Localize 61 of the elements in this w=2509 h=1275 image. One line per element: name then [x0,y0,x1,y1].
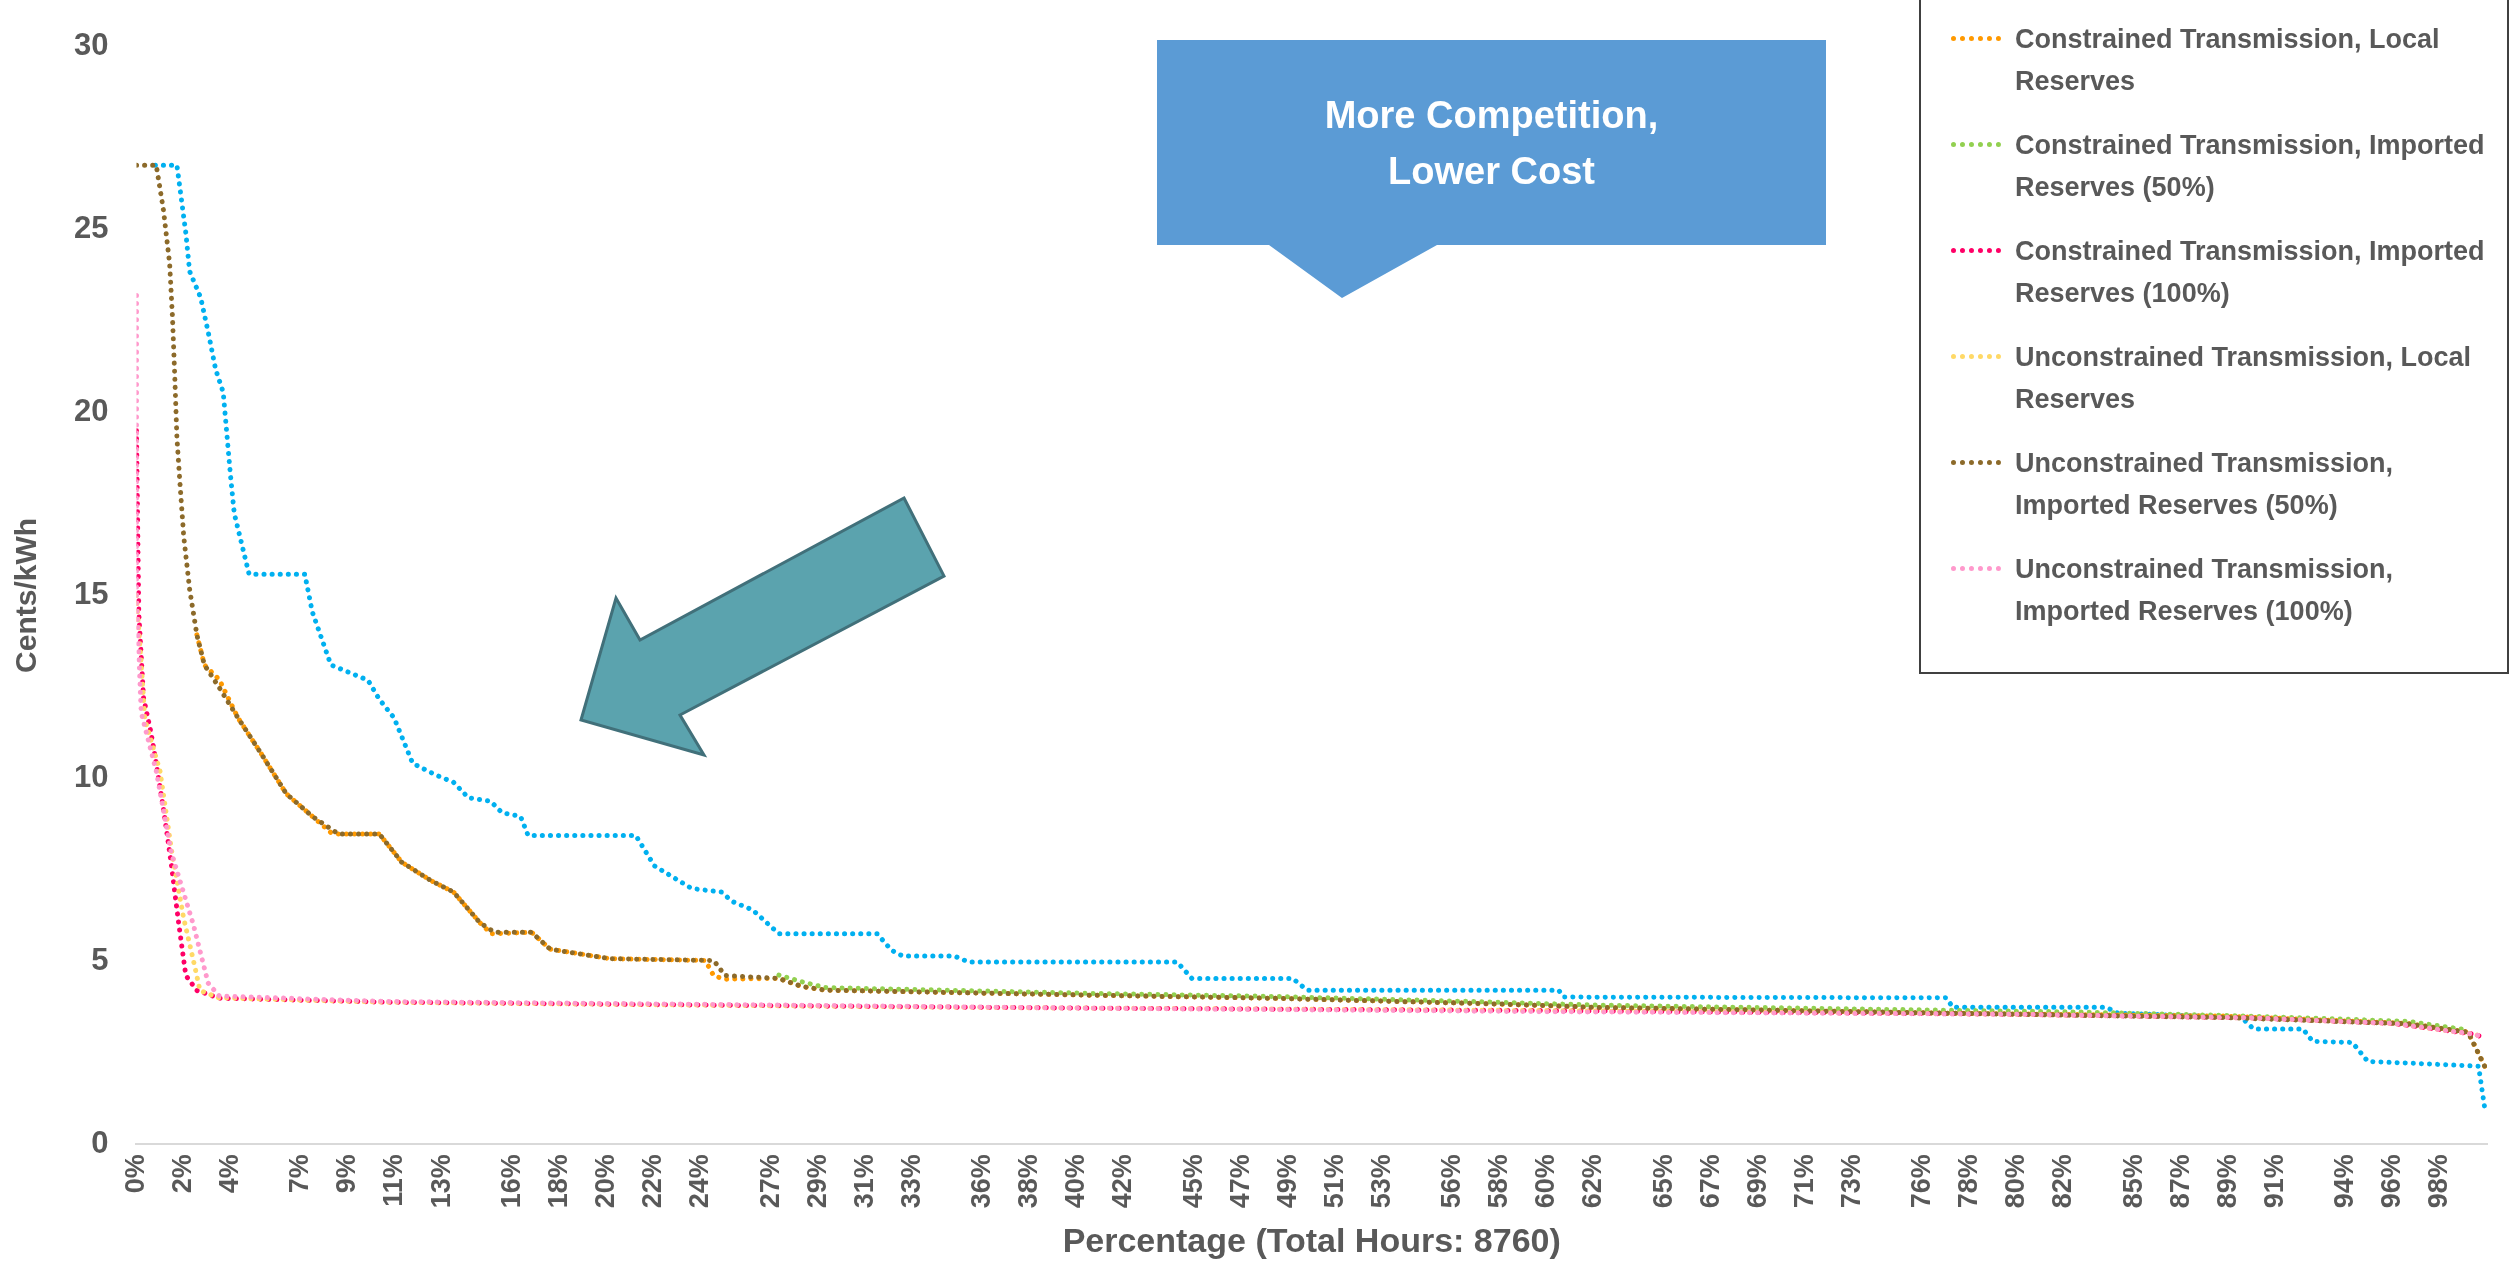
legend-label: Constrained Transmission, Imported Reserves (100%) [2015,235,2486,310]
x-tick-label: 49% [1271,1154,1302,1209]
x-tick-label: 96% [2376,1154,2407,1209]
x-tick-label: 62% [1577,1154,1608,1209]
y-tick-label: 30 [74,27,109,63]
x-tick-label: 7% [284,1154,315,1194]
x-tick-label: 69% [1741,1154,1772,1209]
x-tick-label: 58% [1483,1154,1514,1209]
x-tick-label: 65% [1647,1154,1678,1209]
x-tick-label: 40% [1060,1154,1091,1209]
x-tick-label: 89% [2211,1154,2242,1209]
x-tick-label: 67% [1694,1154,1725,1209]
y-tick-label: 25 [74,210,109,246]
x-tick-label: 76% [1906,1154,1937,1209]
x-tick-label: 22% [637,1154,668,1209]
y-tick-label: 10 [74,758,109,794]
x-tick-label: 42% [1107,1154,1138,1209]
x-tick-label: 29% [801,1154,832,1209]
x-tick-label: 60% [1530,1154,1561,1209]
x-tick-label: 87% [2164,1154,2195,1209]
legend-label: Constrained Transmission, Imported Reserves (50%) [2015,129,2486,204]
x-tick-label: 33% [895,1154,926,1209]
x-tick-label: 13% [425,1154,456,1209]
x-tick-label: 45% [1177,1154,1208,1209]
x-tick-label: 73% [1835,1154,1866,1209]
x-tick-label: 11% [378,1154,409,1207]
x-tick-label: 51% [1318,1154,1349,1209]
y-tick-label: 0 [91,1124,109,1160]
x-tick-label: 71% [1788,1154,1819,1209]
x-tick-label: 0% [119,1154,150,1194]
x-tick-label: 36% [966,1154,997,1209]
legend-label: Unconstrained Transmission, Imported Reserves (50%) [2015,447,2395,522]
x-tick-label: 47% [1224,1154,1255,1209]
x-tick-label: 27% [754,1154,785,1209]
y-tick-label: 5 [91,941,109,977]
y-tick-label: 20 [74,393,109,428]
legend-label: Unconstrained Transmission, Local Reserves [2015,341,2473,416]
x-tick-label: 91% [2258,1154,2289,1209]
y-tick-label: 15 [74,575,109,611]
x-tick-label: 85% [2117,1154,2148,1209]
x-tick-label: 18% [543,1154,574,1209]
x-axis-title: Percentage (Total Hours: 8760) [1062,1220,1561,1259]
x-tick-label: 56% [1436,1154,1467,1209]
legend-label: Unconstrained Transmission, Imported Reserves (100%) [2015,553,2395,628]
x-tick-label: 9% [331,1154,362,1194]
y-axis-title: Cents/kWh [9,517,43,673]
x-tick-label: 16% [496,1154,527,1209]
x-tick-label: 53% [1365,1154,1396,1209]
annotation: More Competition, Lower Cost [1323,92,1660,194]
x-tick-label: 98% [2423,1154,2454,1209]
x-tick-label: 94% [2329,1154,2360,1209]
x-tick-label: 4% [213,1154,244,1194]
x-tick-label: 78% [1953,1154,1984,1209]
x-tick-label: 38% [1013,1154,1044,1209]
x-tick-label: 31% [848,1154,879,1209]
legend-label: Constrained Transmission, Local Reserves [2015,23,2441,98]
x-tick-label: 24% [684,1154,715,1209]
x-tick-label: 80% [2000,1154,2031,1209]
x-tick-label: 82% [2047,1154,2078,1209]
x-tick-label: 20% [590,1154,621,1209]
x-tick-label: 2% [166,1154,197,1194]
